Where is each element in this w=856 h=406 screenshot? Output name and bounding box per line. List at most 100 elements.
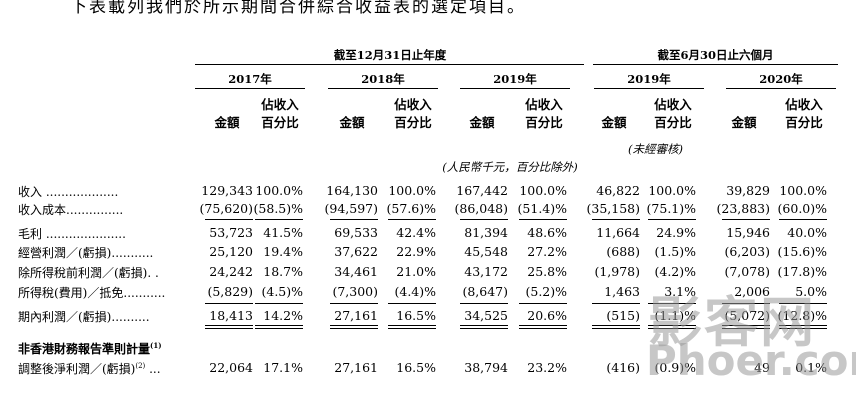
year-header-rule	[328, 88, 438, 89]
percent-cell: (0.9)%	[654, 360, 696, 375]
row-label-text: 毛利	[18, 227, 43, 241]
row-label: 收入 ...................	[18, 183, 118, 200]
amount-cell: 43,172	[464, 264, 508, 279]
row-label-text: 收入成本	[18, 203, 67, 217]
amount-cell: 37,622	[334, 244, 378, 259]
year-header-rule	[594, 88, 704, 89]
percent-cell: 100.0%	[648, 183, 696, 198]
col-header-pct: 佔收入 百分比	[261, 97, 299, 130]
year-header: 2018年	[361, 72, 405, 86]
row-label-text: 所得稅(費用)／抵免	[18, 286, 124, 300]
percent-cell: 100.0%	[255, 183, 303, 198]
amount-cell: 81,394	[464, 225, 508, 240]
total-double-rule	[205, 328, 253, 329]
amount-cell: (8,647)	[462, 284, 508, 299]
amount-cell: (35,158)	[586, 201, 641, 216]
percent-cell: (4.5)%	[261, 284, 303, 299]
percent-cell: 24.9%	[656, 225, 696, 240]
amount-cell: 11,664	[596, 225, 640, 240]
subtotal-rule	[648, 219, 696, 220]
percent-cell: (17.8)%	[777, 264, 827, 279]
subtotal-rule	[779, 303, 827, 304]
percent-cell: (1.5)%	[654, 244, 696, 259]
percent-cell: 5.0%	[795, 284, 827, 299]
col-header-pct: 佔收入 百分比	[785, 97, 823, 130]
percent-cell: 100.0%	[779, 183, 827, 198]
col-header-pct: 佔收入 百分比	[525, 97, 563, 130]
amount-cell: 39,829	[726, 183, 770, 198]
row-label-footnote: (2)	[135, 362, 146, 370]
total-double-rule	[519, 325, 567, 326]
amount-cell: 22,064	[209, 360, 253, 375]
amount-cell: 27,161	[334, 360, 378, 375]
total-double-rule	[255, 325, 303, 326]
total-double-rule	[330, 328, 378, 329]
percent-cell: 100.0%	[388, 183, 436, 198]
row-label: 所得稅(費用)／抵免...........	[18, 284, 165, 301]
row-label-text: 收入	[18, 185, 43, 199]
row-label-text: 調整後淨利潤／(虧損)	[18, 362, 136, 376]
total-double-rule	[205, 325, 253, 326]
subtotal-rule	[648, 303, 696, 304]
col-header-amount: 金額	[601, 115, 627, 130]
amount-cell: 25,120	[209, 244, 253, 259]
col-header-pct: 佔收入 百分比	[394, 97, 432, 130]
watermark-latin: Phoer.com	[646, 336, 856, 385]
subtotal-rule	[205, 219, 253, 220]
subtotal-rule	[255, 303, 303, 304]
col-header-amount: 金額	[469, 115, 495, 130]
amount-cell: 49	[754, 360, 770, 375]
total-double-rule	[388, 325, 436, 326]
unaudited-note: (未經審核)	[628, 142, 683, 156]
total-double-rule	[330, 325, 378, 326]
subtotal-rule	[460, 219, 508, 220]
percent-cell: 48.6%	[527, 225, 567, 240]
percent-cell: 19.4%	[263, 244, 303, 259]
amount-cell: 129,343	[201, 183, 253, 198]
row-label: 收入成本...............	[18, 201, 123, 218]
amount-cell: 38,794	[464, 360, 508, 375]
amount-cell: (75,620)	[199, 201, 254, 216]
nongaap-title-text: 非香港財務報告準則計量	[18, 342, 151, 356]
row-label-dots: ..........	[111, 310, 150, 324]
subtotal-rule	[519, 303, 567, 304]
amount-cell: 34,461	[334, 264, 378, 279]
year-header-rule	[726, 88, 836, 89]
percent-cell: 20.6%	[527, 308, 567, 323]
subtotal-rule	[722, 303, 770, 304]
percent-cell: (51.4)%	[517, 201, 567, 216]
percent-cell: 18.7%	[263, 264, 303, 279]
percent-cell: (5.2)%	[525, 284, 567, 299]
total-double-rule	[722, 325, 770, 326]
amount-cell: 53,723	[209, 225, 253, 240]
percent-cell: (58.5)%	[253, 201, 303, 216]
amount-cell: 27,161	[334, 308, 378, 323]
percent-cell: 21.0%	[396, 264, 436, 279]
amount-cell: (94,597)	[324, 201, 379, 216]
percent-cell: 17.1%	[263, 360, 303, 375]
row-label-text: 經營利潤／(虧損)	[18, 246, 112, 260]
percent-cell: (15.6)%	[777, 244, 827, 259]
row-label-text: 除所得稅前利潤／(虧損)	[18, 266, 148, 280]
row-label-text: 期內利潤／(虧損)	[18, 310, 112, 324]
total-double-rule	[460, 328, 508, 329]
nongaap-title-footnote: (1)	[150, 341, 162, 350]
amount-cell: 1,463	[604, 284, 640, 299]
amount-cell: (7,078)	[724, 264, 770, 279]
total-double-rule	[592, 325, 640, 326]
amount-cell: 15,946	[726, 225, 770, 240]
row-label-dots: ...........	[123, 286, 166, 300]
percent-cell: 25.8%	[527, 264, 567, 279]
row-label: 經營利潤／(虧損)...........	[18, 244, 153, 261]
subtotal-rule	[460, 303, 508, 304]
percent-cell: 42.4%	[396, 225, 436, 240]
percent-cell: 14.2%	[263, 308, 303, 323]
amount-cell: (5,072)	[724, 308, 770, 323]
row-label-dots: ...........	[111, 246, 154, 260]
row-label: 毛利 .....................	[18, 225, 126, 242]
col-header-amount: 金額	[731, 115, 757, 130]
percent-cell: 0.1%	[795, 360, 827, 375]
six-month-header-rule	[593, 64, 838, 65]
subtotal-rule	[722, 219, 770, 220]
annual-period-header: 截至12月31日止年度	[333, 48, 447, 62]
